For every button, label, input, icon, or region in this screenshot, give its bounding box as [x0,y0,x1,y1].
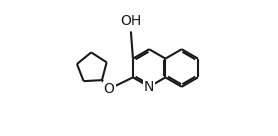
Text: O: O [104,82,115,96]
Text: OH: OH [120,14,142,28]
Text: N: N [144,80,154,94]
